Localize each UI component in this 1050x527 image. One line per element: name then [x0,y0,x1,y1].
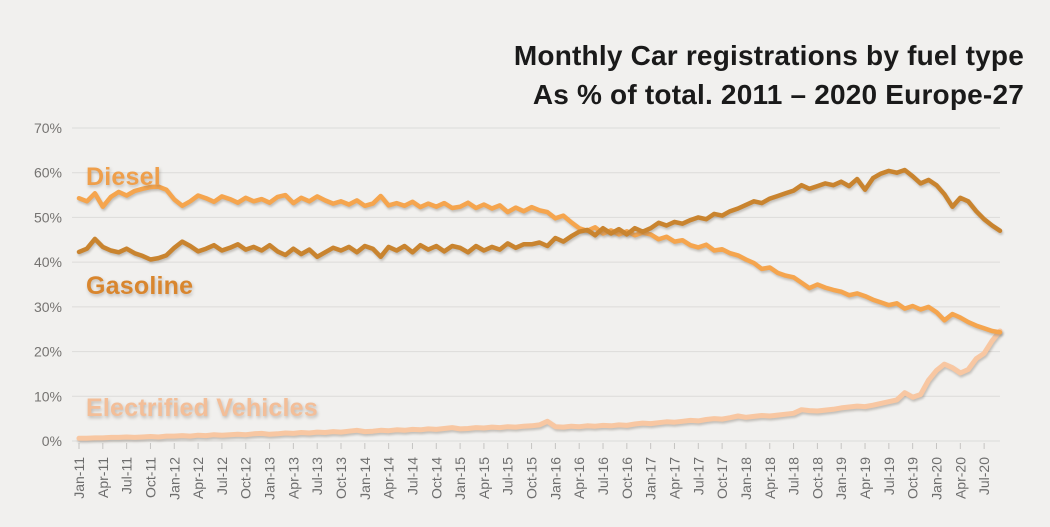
series-label-diesel: Diesel [86,163,161,191]
x-axis-label: Oct-18 [809,457,825,499]
x-axis-label: Jan-15 [452,457,468,500]
chart-title: Monthly Car registrations by fuel type A… [514,36,1024,114]
x-axis-label: Jan-11 [71,457,87,499]
x-axis-label: Jul-14 [404,457,420,495]
y-axis-label: 60% [34,165,62,181]
x-axis-label: Apr-17 [666,457,682,499]
diesel-line [76,184,1003,335]
y-axis-label: 40% [34,254,62,270]
x-axis-label: Oct-14 [428,457,444,499]
x-axis-label: Jul-11 [119,457,135,494]
x-axis-label: Apr-11 [95,457,111,498]
x-axis-label: Oct-11 [142,457,158,498]
x-axis-label: Jan-17 [643,457,659,500]
x-axis-label: Oct-19 [905,457,921,499]
x-axis-label: Apr-20 [952,457,968,499]
y-axis-label: 50% [34,209,62,225]
y-axis-label: 70% [34,120,62,136]
y-axis-label: 10% [34,388,62,404]
x-axis-label: Jan-20 [928,457,944,500]
series-label-gasoline: Gasoline [86,272,194,300]
x-axis-label: Jul-18 [786,457,802,495]
x-axis-label: Jul-20 [976,457,992,495]
x-axis-label: Jul-16 [595,457,611,495]
x-axis-label: Oct-15 [524,457,540,499]
x-axis-label: Jul-13 [309,457,325,495]
y-axis-label: 0% [42,433,62,449]
x-axis-label: Apr-18 [762,457,778,499]
x-axis-label: Apr-16 [571,457,587,499]
x-axis-label: Apr-14 [381,457,397,499]
y-axis-label: 30% [34,299,62,315]
x-axis-label: Oct-17 [714,457,730,499]
x-axis-label: Jan-19 [833,457,849,500]
chart-title-line1: Monthly Car registrations by fuel type [513,40,1024,71]
x-axis-label: Jul-12 [214,457,230,495]
x-axis-label: Jan-18 [738,457,754,500]
electrified-vehicles-line [76,328,1003,441]
y-axis-label: 20% [34,344,62,360]
x-axis-label: Jan-14 [357,457,373,500]
chart-title-line2: As % of total. 2011 – 2020 Europe-27 [532,79,1024,110]
series-label-electrified-vehicles: Electrified Vehicles [86,394,318,422]
x-axis-label: Apr-13 [285,457,301,499]
x-axis-label: Jan-13 [262,457,278,500]
x-axis-label: Apr-15 [476,457,492,499]
gasoline-line [76,167,1003,262]
x-axis-label: Oct-16 [619,457,635,499]
x-axis-label: Jul-19 [881,457,897,495]
x-axis-label: Jul-15 [500,457,516,495]
x-axis-label: Apr-12 [190,457,206,499]
x-axis-label: Jul-17 [690,457,706,495]
x-axis-label: Jan-16 [547,457,563,500]
x-axis-label: Apr-19 [857,457,873,499]
x-axis-label: Oct-12 [238,457,254,499]
x-axis-label: Jan-12 [166,457,182,500]
x-axis-label: Oct-13 [333,457,349,499]
